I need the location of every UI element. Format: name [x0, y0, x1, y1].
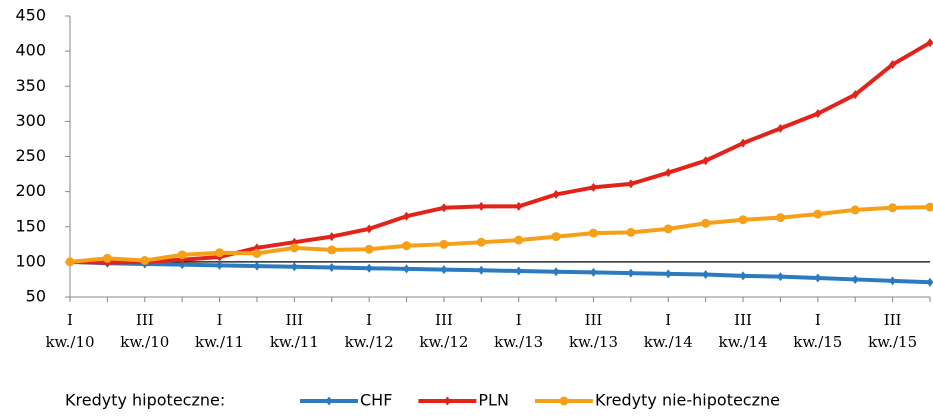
- point: [813, 210, 822, 219]
- point: [439, 240, 448, 249]
- point: [552, 232, 561, 241]
- point: [852, 275, 859, 284]
- point: [253, 262, 260, 271]
- point: [777, 272, 784, 281]
- point: [366, 264, 373, 273]
- point: [290, 243, 299, 252]
- point: [740, 271, 747, 280]
- point: [365, 245, 374, 254]
- point: [478, 266, 485, 275]
- legend-label: Kredyty nie-hipoteczne: [595, 391, 780, 410]
- point: [553, 190, 560, 199]
- y-tick-label: 300: [15, 111, 46, 130]
- point: [627, 269, 634, 278]
- point: [327, 245, 336, 254]
- y-tick-label: 100: [15, 251, 46, 270]
- point: [589, 229, 598, 238]
- legend-label: PLN: [478, 391, 509, 410]
- y-tick-label: 150: [15, 216, 46, 235]
- point: [402, 241, 411, 250]
- point: [291, 262, 298, 271]
- point: [515, 202, 522, 211]
- legend-label: CHF: [360, 391, 392, 410]
- y-tick-label: 250: [15, 146, 46, 165]
- point: [701, 219, 710, 228]
- y-tick-label: 350: [15, 76, 46, 95]
- point: [103, 254, 112, 263]
- point: [664, 224, 673, 233]
- point: [627, 179, 634, 188]
- point: [477, 238, 486, 247]
- point: [553, 267, 560, 276]
- legend-marker: [444, 397, 451, 406]
- point: [178, 250, 187, 259]
- series-line: [70, 207, 930, 262]
- point: [851, 205, 860, 214]
- point: [777, 124, 784, 133]
- series-line: [70, 43, 930, 263]
- series-line: [70, 262, 930, 282]
- y-tick-label: 450: [15, 6, 46, 25]
- point: [739, 215, 748, 224]
- point: [814, 274, 821, 283]
- point: [328, 263, 335, 272]
- point: [478, 202, 485, 211]
- point: [328, 232, 335, 241]
- legend-title: Kredyty hipoteczne:: [65, 391, 225, 410]
- point: [252, 249, 261, 258]
- point: [366, 224, 373, 233]
- point: [665, 168, 672, 177]
- legend-marker: [559, 397, 568, 406]
- point: [403, 212, 410, 221]
- point: [927, 278, 933, 287]
- point: [140, 256, 149, 265]
- y-tick-label: 400: [15, 41, 46, 60]
- point: [215, 248, 224, 257]
- point: [590, 268, 597, 277]
- legend-marker: [326, 397, 333, 406]
- point: [440, 265, 447, 274]
- y-tick-label: 200: [15, 181, 46, 200]
- point: [665, 269, 672, 278]
- point: [515, 267, 522, 276]
- point: [626, 228, 635, 237]
- point: [66, 257, 75, 266]
- y-tick-label: 50: [26, 287, 46, 306]
- point: [889, 276, 896, 285]
- point: [514, 236, 523, 245]
- point: [888, 203, 897, 212]
- point: [590, 183, 597, 192]
- point: [702, 270, 709, 279]
- point: [440, 203, 447, 212]
- point: [776, 213, 785, 222]
- point: [403, 264, 410, 273]
- point: [926, 203, 933, 212]
